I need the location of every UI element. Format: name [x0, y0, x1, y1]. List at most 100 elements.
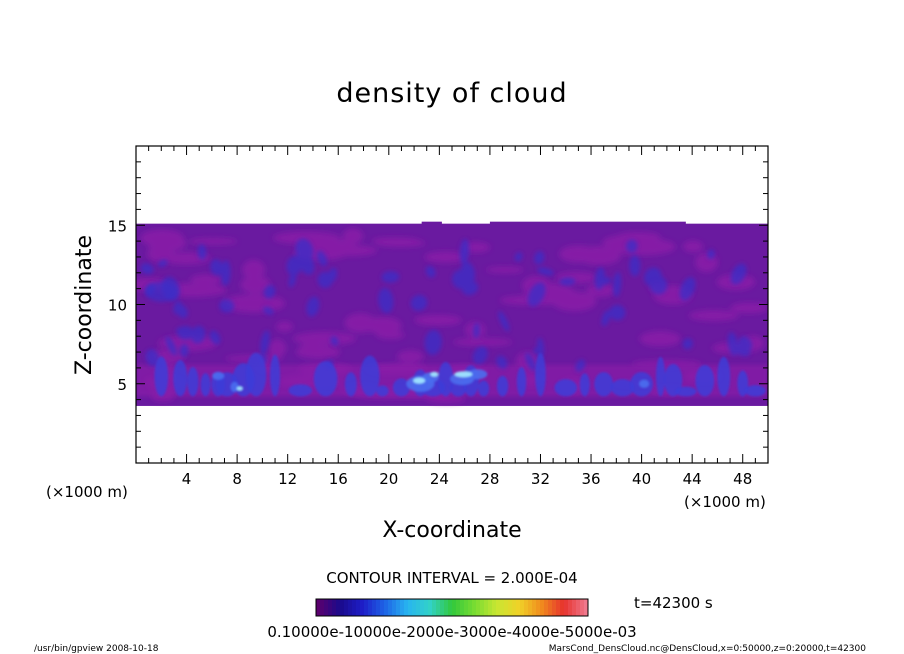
- colorbar-cell: [468, 599, 473, 616]
- colorbar-cell: [448, 599, 453, 616]
- blue-blob: [145, 281, 178, 302]
- blue-streak: [140, 263, 154, 275]
- blue-streak: [473, 322, 480, 339]
- blue-cell: [200, 373, 211, 397]
- x-tick-label: 32: [531, 470, 550, 488]
- blue-streak: [210, 259, 224, 276]
- colorbar-cell: [320, 599, 325, 616]
- x-tick-label: 20: [379, 470, 398, 488]
- colorbar-cell: [416, 599, 421, 616]
- x-tick-label: 4: [182, 470, 192, 488]
- colorbar-cell: [564, 599, 569, 616]
- blue-streak: [425, 266, 436, 278]
- magenta-wisp: [376, 330, 405, 340]
- blue-cell: [270, 354, 281, 397]
- x-unit-label: (×1000 m): [684, 493, 766, 511]
- colorbar-cell: [348, 599, 353, 616]
- x-tick-label: 8: [232, 470, 242, 488]
- colorbar-cell: [368, 599, 373, 616]
- colorbar-cell: [392, 599, 397, 616]
- magenta-wisp: [189, 238, 238, 245]
- colorbar-cell: [424, 599, 429, 616]
- y-axis: 5 10 15: [108, 161, 768, 448]
- blue-streak: [629, 255, 641, 277]
- bright-cell: [467, 369, 488, 380]
- colorbar-cell: [388, 599, 393, 616]
- colorbar-frame: [315, 598, 589, 617]
- blue-streak: [462, 281, 479, 296]
- colorbar-cell: [440, 599, 445, 616]
- colorbar-cell: [408, 599, 413, 616]
- x-tick-label: 12: [278, 470, 297, 488]
- blue-cell: [245, 352, 267, 397]
- blue-cell: [611, 379, 635, 397]
- colorbar-cell: [504, 599, 509, 616]
- y-axis-title: Z-coordinate: [72, 235, 97, 375]
- magenta-wisp: [344, 313, 377, 333]
- blue-streak: [459, 238, 470, 265]
- bright-cell: [639, 379, 650, 388]
- x-tick-label: 24: [430, 470, 449, 488]
- blue-cell: [392, 378, 410, 397]
- y-tick-label: 5: [117, 376, 127, 394]
- colorbar-cell: [432, 599, 437, 616]
- blue-streak: [525, 352, 536, 371]
- colorbar-cell: [412, 599, 417, 616]
- colorbar-cell: [512, 599, 517, 616]
- cloud-top-bump: [489, 221, 686, 225]
- colorbar-cell: [316, 599, 321, 616]
- colorbar-cell: [484, 599, 489, 616]
- blue-streak: [209, 330, 221, 345]
- cloud-field: [136, 221, 768, 406]
- footer-left: /usr/bin/gpview 2008-10-18: [34, 644, 159, 654]
- colorbar-cell: [420, 599, 425, 616]
- bright-cell: [230, 381, 239, 392]
- magenta-wisp: [371, 237, 420, 245]
- blue-cell: [535, 352, 546, 397]
- colorbar-cell: [460, 599, 465, 616]
- y-tick-label: 10: [108, 297, 127, 315]
- blue-streak: [601, 310, 611, 327]
- colorbar-cell: [472, 599, 477, 616]
- colorbar-cell: [464, 599, 469, 616]
- colorbar-cell: [496, 599, 501, 616]
- blue-streak: [559, 277, 576, 286]
- magenta-wisp: [292, 331, 357, 346]
- magenta-wisp: [452, 338, 513, 347]
- y-tick-label: 15: [108, 217, 127, 235]
- colorbar-cell: [456, 599, 461, 616]
- blue-streak: [177, 304, 188, 319]
- blue-cell: [187, 366, 199, 397]
- convective-cells: [154, 352, 766, 397]
- blue-streak: [378, 288, 394, 314]
- blue-streak: [191, 325, 206, 344]
- blue-cell: [313, 361, 338, 397]
- blue-cell: [664, 363, 683, 397]
- magenta-wisp: [342, 228, 364, 244]
- colorbar-cell: [328, 599, 333, 616]
- colorbar-cell: [516, 599, 521, 616]
- magenta-wisp: [397, 350, 424, 363]
- blue-streak: [609, 304, 626, 321]
- colorbar-cell: [404, 599, 409, 616]
- blue-cell: [496, 375, 509, 397]
- blue-streak: [179, 344, 189, 357]
- magenta-wisp: [559, 245, 598, 263]
- colorbar-cell: [372, 599, 377, 616]
- time-label: t=42300 s: [634, 594, 713, 612]
- blue-streak: [738, 336, 752, 352]
- blue-streak: [298, 251, 315, 275]
- colorbar-cell: [336, 599, 341, 616]
- blue-streak: [165, 336, 177, 356]
- colorbar-cell: [500, 599, 505, 616]
- cyan-core: [413, 377, 426, 384]
- blue-streak: [514, 252, 523, 262]
- cyan-core: [236, 386, 243, 391]
- blue-cell: [717, 356, 731, 397]
- magenta-wisp: [295, 345, 341, 359]
- blue-cell: [438, 361, 454, 397]
- plot-area: [136, 221, 768, 406]
- colorbar-cell: [544, 599, 549, 616]
- magenta-wisp: [242, 259, 266, 280]
- blue-cell: [478, 380, 490, 397]
